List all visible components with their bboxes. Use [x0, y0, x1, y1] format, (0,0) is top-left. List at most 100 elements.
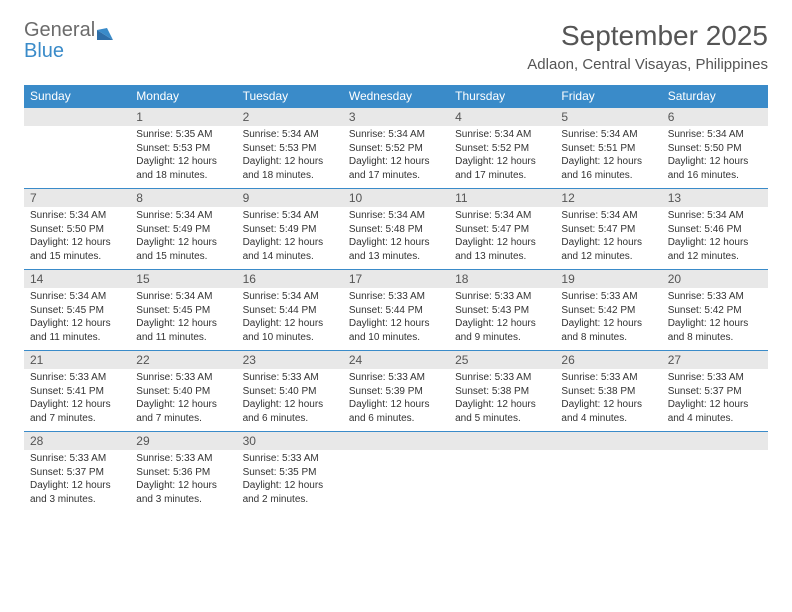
- sunrise-text: Sunrise: 5:33 AM: [30, 371, 124, 385]
- sunset-text: Sunset: 5:38 PM: [455, 385, 549, 399]
- sunrise-text: Sunrise: 5:34 AM: [243, 290, 337, 304]
- sunset-text: Sunset: 5:36 PM: [136, 466, 230, 480]
- sunset-text: Sunset: 5:52 PM: [455, 142, 549, 156]
- weekday-header: Tuesday: [237, 85, 343, 108]
- day-number: 12: [555, 189, 661, 207]
- daylight-text: Daylight: 12 hours and 10 minutes.: [349, 317, 443, 344]
- sunrise-text: Sunrise: 5:34 AM: [561, 128, 655, 142]
- daylight-text: Daylight: 12 hours and 17 minutes.: [349, 155, 443, 182]
- month-title: September 2025: [527, 20, 768, 52]
- calendar-cell: 18Sunrise: 5:33 AMSunset: 5:43 PMDayligh…: [449, 270, 555, 351]
- daylight-text: Daylight: 12 hours and 2 minutes.: [243, 479, 337, 506]
- calendar-cell-empty: [662, 432, 768, 513]
- sunset-text: Sunset: 5:49 PM: [136, 223, 230, 237]
- daylight-text: Daylight: 12 hours and 8 minutes.: [668, 317, 762, 344]
- day-number: 10: [343, 189, 449, 207]
- brand-line1: General: [24, 19, 95, 41]
- sunset-text: Sunset: 5:43 PM: [455, 304, 549, 318]
- sunrise-text: Sunrise: 5:33 AM: [136, 452, 230, 466]
- sunset-text: Sunset: 5:44 PM: [349, 304, 443, 318]
- sunset-text: Sunset: 5:52 PM: [349, 142, 443, 156]
- daylight-text: Daylight: 12 hours and 10 minutes.: [243, 317, 337, 344]
- calendar-cell: 23Sunrise: 5:33 AMSunset: 5:40 PMDayligh…: [237, 351, 343, 432]
- daylight-text: Daylight: 12 hours and 8 minutes.: [561, 317, 655, 344]
- daylight-text: Daylight: 12 hours and 6 minutes.: [349, 398, 443, 425]
- day-number: 2: [237, 108, 343, 126]
- calendar-cell: 22Sunrise: 5:33 AMSunset: 5:40 PMDayligh…: [130, 351, 236, 432]
- daylight-text: Daylight: 12 hours and 14 minutes.: [243, 236, 337, 263]
- daylight-text: Daylight: 12 hours and 18 minutes.: [136, 155, 230, 182]
- day-details: Sunrise: 5:34 AMSunset: 5:45 PMDaylight:…: [130, 288, 236, 350]
- calendar-cell: 28Sunrise: 5:33 AMSunset: 5:37 PMDayligh…: [24, 432, 130, 513]
- day-number: 23: [237, 351, 343, 369]
- daylight-text: Daylight: 12 hours and 12 minutes.: [668, 236, 762, 263]
- brand-line2: Blue: [24, 40, 64, 62]
- day-number: 22: [130, 351, 236, 369]
- sunrise-text: Sunrise: 5:33 AM: [561, 371, 655, 385]
- calendar-row: 21Sunrise: 5:33 AMSunset: 5:41 PMDayligh…: [24, 351, 768, 432]
- sunset-text: Sunset: 5:53 PM: [136, 142, 230, 156]
- day-number: 27: [662, 351, 768, 369]
- calendar-cell: 8Sunrise: 5:34 AMSunset: 5:49 PMDaylight…: [130, 189, 236, 270]
- weekday-header: Sunday: [24, 85, 130, 108]
- sunrise-text: Sunrise: 5:33 AM: [243, 371, 337, 385]
- calendar-cell-empty: [555, 432, 661, 513]
- day-number: 9: [237, 189, 343, 207]
- day-details: Sunrise: 5:33 AMSunset: 5:40 PMDaylight:…: [237, 369, 343, 431]
- sunrise-text: Sunrise: 5:34 AM: [561, 209, 655, 223]
- sunset-text: Sunset: 5:51 PM: [561, 142, 655, 156]
- day-number: 14: [24, 270, 130, 288]
- sunrise-text: Sunrise: 5:34 AM: [668, 209, 762, 223]
- sunset-text: Sunset: 5:46 PM: [668, 223, 762, 237]
- day-details: Sunrise: 5:33 AMSunset: 5:37 PMDaylight:…: [24, 450, 130, 512]
- sunrise-text: Sunrise: 5:34 AM: [243, 209, 337, 223]
- weekday-header: Thursday: [449, 85, 555, 108]
- daylight-text: Daylight: 12 hours and 15 minutes.: [136, 236, 230, 263]
- day-details: Sunrise: 5:34 AMSunset: 5:52 PMDaylight:…: [449, 126, 555, 188]
- daylight-text: Daylight: 12 hours and 3 minutes.: [136, 479, 230, 506]
- sunrise-text: Sunrise: 5:33 AM: [30, 452, 124, 466]
- brand-text: General Blue: [24, 20, 95, 62]
- calendar-cell: 9 Sunrise: 5:34 AMSunset: 5:49 PMDaylight…: [237, 189, 343, 270]
- sunset-text: Sunset: 5:50 PM: [668, 142, 762, 156]
- sunrise-text: Sunrise: 5:33 AM: [136, 371, 230, 385]
- daylight-text: Daylight: 12 hours and 6 minutes.: [243, 398, 337, 425]
- daylight-text: Daylight: 12 hours and 16 minutes.: [561, 155, 655, 182]
- day-details: Sunrise: 5:34 AMSunset: 5:48 PMDaylight:…: [343, 207, 449, 269]
- sunset-text: Sunset: 5:40 PM: [136, 385, 230, 399]
- calendar-cell: 30Sunrise: 5:33 AMSunset: 5:35 PMDayligh…: [237, 432, 343, 513]
- calendar-cell: 7Sunrise: 5:34 AMSunset: 5:50 PMDaylight…: [24, 189, 130, 270]
- day-details: Sunrise: 5:34 AMSunset: 5:47 PMDaylight:…: [449, 207, 555, 269]
- sunrise-text: Sunrise: 5:34 AM: [136, 290, 230, 304]
- sunset-text: Sunset: 5:35 PM: [243, 466, 337, 480]
- day-number: 30: [237, 432, 343, 450]
- daylight-text: Daylight: 12 hours and 9 minutes.: [455, 317, 549, 344]
- calendar-cell: 21Sunrise: 5:33 AMSunset: 5:41 PMDayligh…: [24, 351, 130, 432]
- day-details: Sunrise: 5:34 AMSunset: 5:49 PMDaylight:…: [130, 207, 236, 269]
- day-details: Sunrise: 5:33 AMSunset: 5:35 PMDaylight:…: [237, 450, 343, 512]
- sunrise-text: Sunrise: 5:34 AM: [30, 209, 124, 223]
- day-number: 11: [449, 189, 555, 207]
- calendar-cell: 24Sunrise: 5:33 AMSunset: 5:39 PMDayligh…: [343, 351, 449, 432]
- calendar-cell: 6Sunrise: 5:34 AMSunset: 5:50 PMDaylight…: [662, 108, 768, 189]
- day-details: Sunrise: 5:33 AMSunset: 5:38 PMDaylight:…: [449, 369, 555, 431]
- title-block: September 2025 Adlaon, Central Visayas, …: [527, 20, 768, 73]
- calendar-cell: 14Sunrise: 5:34 AMSunset: 5:45 PMDayligh…: [24, 270, 130, 351]
- calendar-cell: 26Sunrise: 5:33 AMSunset: 5:38 PMDayligh…: [555, 351, 661, 432]
- daylight-text: Daylight: 12 hours and 7 minutes.: [30, 398, 124, 425]
- sunset-text: Sunset: 5:37 PM: [668, 385, 762, 399]
- weekday-header: Wednesday: [343, 85, 449, 108]
- sunset-text: Sunset: 5:49 PM: [243, 223, 337, 237]
- day-details: Sunrise: 5:34 AMSunset: 5:44 PMDaylight:…: [237, 288, 343, 350]
- calendar-cell-empty: [449, 432, 555, 513]
- weekday-row: SundayMondayTuesdayWednesdayThursdayFrid…: [24, 85, 768, 108]
- day-number: 4: [449, 108, 555, 126]
- calendar-cell: 15Sunrise: 5:34 AMSunset: 5:45 PMDayligh…: [130, 270, 236, 351]
- calendar-row: 14Sunrise: 5:34 AMSunset: 5:45 PMDayligh…: [24, 270, 768, 351]
- sunrise-text: Sunrise: 5:33 AM: [455, 371, 549, 385]
- calendar-cell: 4Sunrise: 5:34 AMSunset: 5:52 PMDaylight…: [449, 108, 555, 189]
- brand-logo: General Blue: [24, 20, 119, 62]
- sunrise-text: Sunrise: 5:34 AM: [136, 209, 230, 223]
- calendar-cell: 13Sunrise: 5:34 AMSunset: 5:46 PMDayligh…: [662, 189, 768, 270]
- sunrise-text: Sunrise: 5:34 AM: [243, 128, 337, 142]
